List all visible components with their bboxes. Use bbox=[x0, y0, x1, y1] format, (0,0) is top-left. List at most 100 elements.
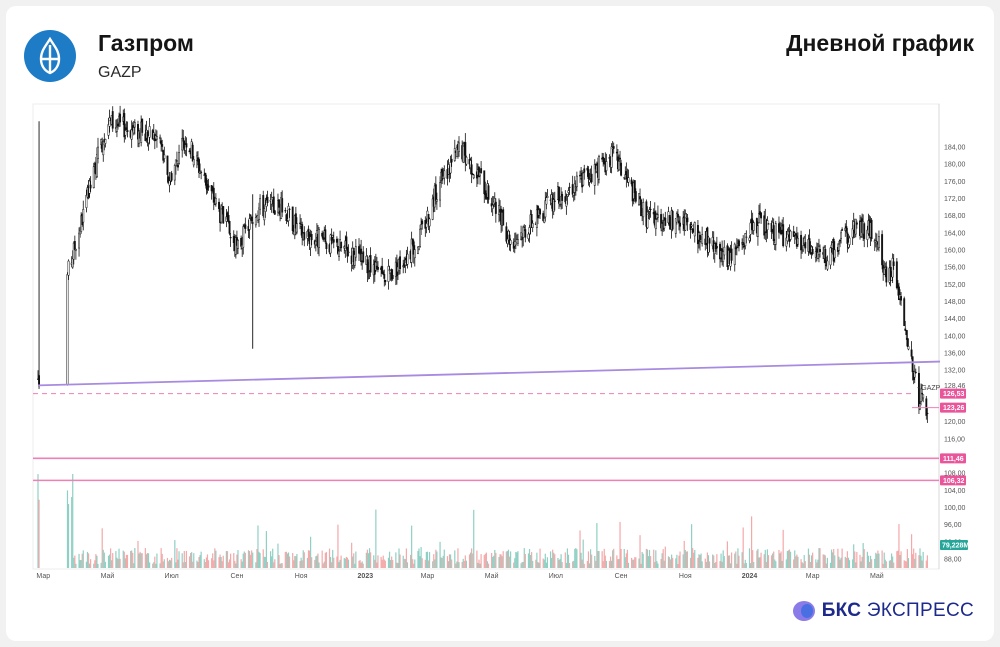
candle bbox=[531, 220, 534, 233]
candle-body bbox=[175, 160, 178, 162]
candle bbox=[111, 106, 114, 132]
volume-bar bbox=[153, 562, 155, 568]
volume-bar bbox=[758, 557, 760, 568]
y-tick-label: 88,00 bbox=[944, 557, 962, 564]
candle bbox=[182, 129, 185, 151]
candle bbox=[388, 265, 391, 272]
volume-bar bbox=[856, 551, 858, 568]
candle bbox=[730, 241, 733, 264]
candle bbox=[175, 151, 178, 167]
volume-bar bbox=[505, 551, 507, 568]
candle-body bbox=[443, 170, 446, 179]
volume-bar bbox=[397, 563, 399, 568]
candle-body bbox=[148, 126, 151, 138]
candle-body bbox=[734, 247, 737, 250]
candle-body bbox=[425, 223, 428, 228]
company-ticker: GAZP bbox=[98, 64, 142, 81]
volume-bar bbox=[862, 543, 864, 568]
candle bbox=[198, 157, 200, 179]
candle bbox=[766, 216, 769, 239]
volume-bar bbox=[181, 553, 183, 568]
volume-bar bbox=[822, 554, 824, 568]
volume-bar bbox=[561, 562, 563, 568]
volume-bar bbox=[538, 562, 540, 568]
candle-body bbox=[387, 266, 390, 282]
volume-bar bbox=[412, 559, 414, 568]
volume-bar bbox=[819, 548, 821, 568]
candle-body bbox=[330, 237, 333, 241]
candle-body bbox=[66, 274, 69, 385]
candle-body bbox=[524, 229, 527, 238]
volume-bar bbox=[233, 553, 235, 568]
volume-bar bbox=[427, 560, 430, 568]
volume-bar bbox=[369, 552, 372, 568]
candle-body bbox=[494, 201, 497, 214]
volume-bar bbox=[844, 556, 846, 568]
volume-bar bbox=[301, 560, 303, 568]
candle bbox=[458, 136, 460, 157]
volume-bar bbox=[854, 551, 856, 568]
volume-bar bbox=[877, 550, 879, 568]
candle-body bbox=[568, 186, 571, 189]
volume-bar bbox=[414, 559, 416, 568]
volume-bar bbox=[155, 563, 157, 568]
volume-bar bbox=[664, 546, 666, 568]
volume-bar bbox=[454, 550, 456, 568]
candle bbox=[572, 192, 575, 202]
candle-body bbox=[310, 234, 313, 241]
candle bbox=[634, 188, 637, 204]
candle bbox=[97, 137, 99, 164]
candle-body bbox=[273, 210, 276, 215]
volume-bar bbox=[479, 563, 481, 568]
candle bbox=[248, 213, 251, 239]
candle bbox=[89, 176, 92, 192]
candle bbox=[163, 146, 166, 163]
candle bbox=[345, 231, 348, 250]
volume-bar bbox=[567, 554, 570, 568]
volume-bar bbox=[706, 552, 708, 568]
volume-bar bbox=[374, 559, 376, 568]
volume-bar bbox=[395, 552, 397, 568]
candle bbox=[553, 191, 556, 211]
volume-bar bbox=[144, 548, 146, 568]
candle bbox=[266, 190, 269, 207]
volume-bar bbox=[417, 550, 419, 568]
y-tick-label: 180,00 bbox=[944, 162, 966, 169]
volume-bar bbox=[67, 503, 70, 568]
volume-bar bbox=[271, 556, 273, 568]
volume-bar bbox=[779, 553, 781, 568]
candle-body bbox=[381, 266, 384, 274]
candle-body bbox=[845, 226, 848, 232]
volume-bar bbox=[315, 556, 317, 568]
candle-body bbox=[82, 209, 85, 223]
volume-bar bbox=[778, 549, 780, 568]
volume-bar bbox=[731, 552, 733, 568]
volume-bar bbox=[915, 552, 917, 568]
candle-body bbox=[848, 237, 851, 245]
y-tick-label: 176,00 bbox=[944, 179, 966, 186]
y-tick-label: 144,00 bbox=[944, 316, 966, 323]
candle bbox=[272, 188, 275, 214]
volume-bar bbox=[230, 553, 232, 568]
candle-body bbox=[366, 259, 369, 274]
volume-bar bbox=[617, 559, 619, 568]
candle bbox=[907, 338, 910, 351]
volume-bar bbox=[433, 554, 435, 568]
candle-body bbox=[287, 205, 290, 222]
candle bbox=[921, 384, 924, 401]
candle-body bbox=[642, 202, 645, 218]
candle bbox=[287, 202, 290, 227]
volume-bar bbox=[735, 551, 737, 568]
candle bbox=[772, 218, 775, 246]
candle bbox=[185, 137, 188, 157]
candle bbox=[285, 213, 288, 225]
candle bbox=[237, 239, 239, 255]
candle bbox=[684, 209, 687, 232]
volume-bar bbox=[281, 563, 283, 568]
x-tick-label: Июл bbox=[549, 573, 563, 580]
candle-body bbox=[108, 117, 111, 127]
candle-body bbox=[598, 155, 600, 180]
volume-bar bbox=[826, 557, 828, 568]
candle bbox=[78, 227, 80, 257]
volume-bar bbox=[226, 551, 229, 568]
